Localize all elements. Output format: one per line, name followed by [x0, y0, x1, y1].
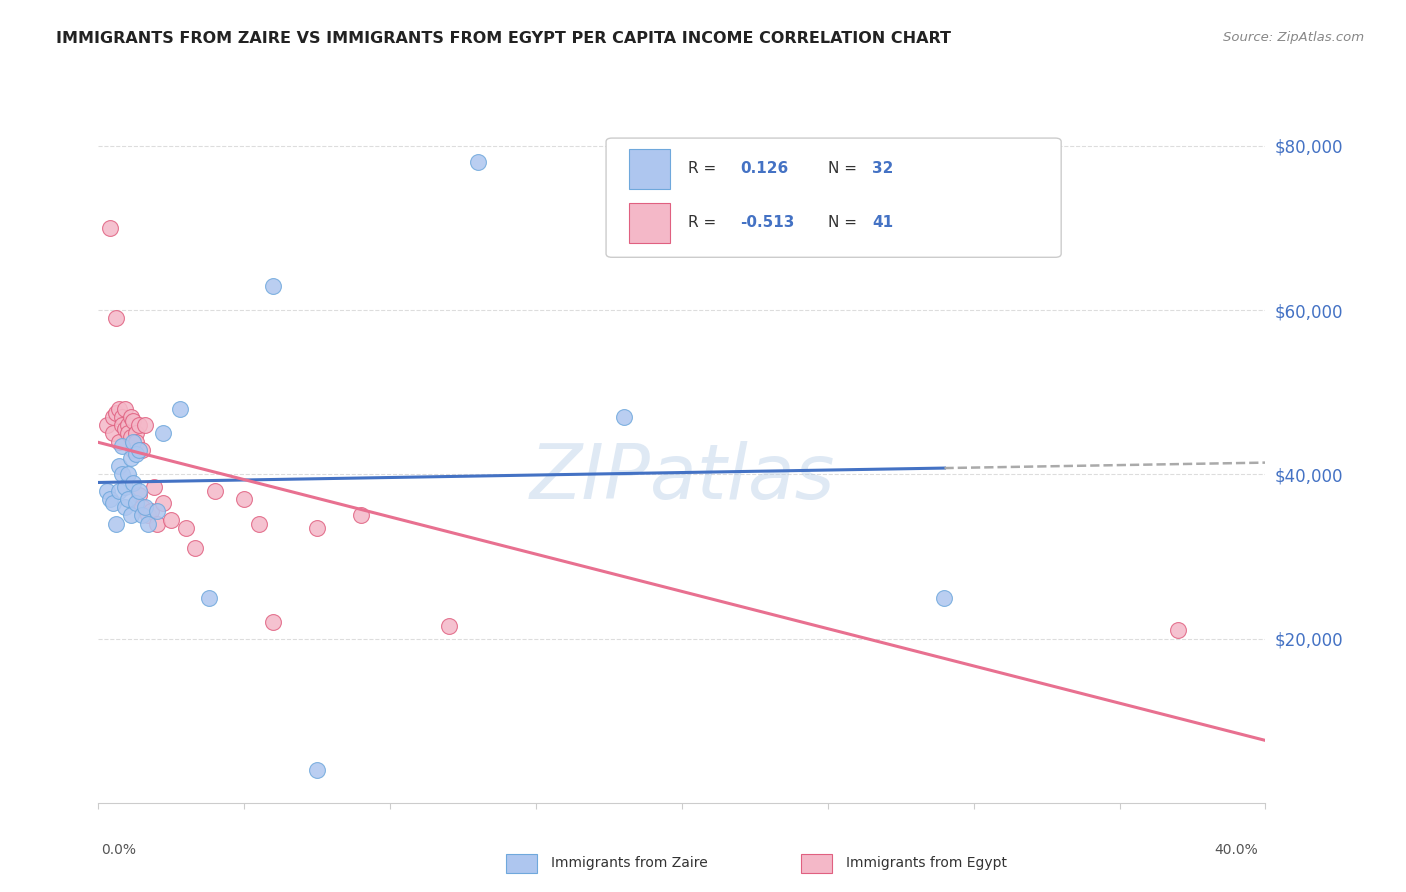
Point [111, 439, 134, 453]
Point [233, 491, 256, 506]
Point [134, 500, 156, 515]
Text: N =: N = [828, 216, 862, 230]
Point [136, 516, 159, 531]
Point [307, 763, 329, 777]
Point [136, 508, 159, 523]
FancyBboxPatch shape [630, 149, 671, 188]
Point [114, 500, 136, 515]
Point [131, 442, 153, 457]
Point [111, 409, 134, 424]
Point [125, 426, 148, 441]
Point [101, 426, 124, 441]
Point [128, 442, 150, 457]
Point [934, 591, 956, 605]
Point [1167, 624, 1189, 638]
Point [101, 496, 124, 510]
Point [108, 401, 131, 416]
Point [125, 434, 148, 449]
Text: Immigrants from Egypt: Immigrants from Egypt [846, 856, 1008, 871]
Point [114, 480, 136, 494]
Point [98, 221, 121, 235]
Text: 40.0%: 40.0% [1215, 843, 1258, 857]
Point [111, 467, 134, 482]
Point [125, 447, 148, 461]
Point [437, 619, 460, 633]
Point [247, 516, 270, 531]
Point [104, 516, 127, 531]
Point [122, 442, 145, 457]
Point [146, 516, 169, 531]
Point [350, 508, 373, 523]
Text: -0.513: -0.513 [741, 216, 794, 230]
Point [128, 488, 150, 502]
FancyBboxPatch shape [630, 203, 671, 243]
Point [108, 434, 131, 449]
Text: R =: R = [688, 161, 721, 177]
Point [101, 409, 124, 424]
Point [122, 434, 145, 449]
Point [120, 508, 142, 523]
Point [262, 615, 284, 630]
Text: 0.0%: 0.0% [101, 843, 136, 857]
Point [120, 409, 142, 424]
Point [169, 401, 191, 416]
Text: 32: 32 [872, 161, 893, 177]
Point [108, 459, 131, 474]
Point [104, 406, 127, 420]
Point [117, 418, 139, 433]
Point [104, 311, 127, 326]
Point [128, 418, 150, 433]
Point [117, 467, 139, 482]
Text: R =: R = [688, 216, 721, 230]
Text: Source: ZipAtlas.com: Source: ZipAtlas.com [1223, 31, 1364, 45]
Text: 0.126: 0.126 [741, 161, 789, 177]
Point [96, 418, 118, 433]
Point [117, 491, 139, 506]
Point [114, 422, 136, 436]
Point [152, 496, 174, 510]
Point [262, 278, 284, 293]
Point [117, 426, 139, 441]
Point [111, 418, 134, 433]
Point [139, 504, 162, 518]
Text: 41: 41 [872, 216, 893, 230]
Point [131, 508, 153, 523]
Point [198, 591, 221, 605]
Point [183, 541, 205, 556]
Point [108, 483, 131, 498]
Point [128, 483, 150, 498]
Point [131, 500, 153, 515]
Point [120, 430, 142, 444]
Point [120, 450, 142, 465]
FancyBboxPatch shape [606, 138, 1062, 257]
Point [122, 414, 145, 428]
Point [307, 521, 329, 535]
Text: Immigrants from Zaire: Immigrants from Zaire [551, 856, 707, 871]
Text: IMMIGRANTS FROM ZAIRE VS IMMIGRANTS FROM EGYPT PER CAPITA INCOME CORRELATION CHA: IMMIGRANTS FROM ZAIRE VS IMMIGRANTS FROM… [56, 31, 952, 46]
Point [114, 401, 136, 416]
Point [96, 483, 118, 498]
Text: ZIPatlas: ZIPatlas [529, 441, 835, 515]
Point [125, 496, 148, 510]
Point [160, 512, 183, 526]
Point [467, 155, 489, 169]
Point [142, 480, 165, 494]
Text: N =: N = [828, 161, 862, 177]
Point [152, 426, 174, 441]
Point [204, 483, 226, 498]
Point [134, 418, 156, 433]
Point [174, 521, 197, 535]
Point [146, 504, 169, 518]
Point [98, 491, 121, 506]
Point [612, 409, 634, 424]
Point [122, 475, 145, 490]
